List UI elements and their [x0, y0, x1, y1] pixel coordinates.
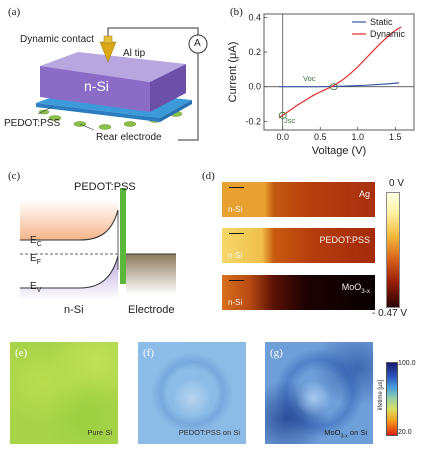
cpd-map-pedot-title: PEDOT:PSS [319, 235, 370, 245]
cpd-map-ag-si: n-Si [228, 205, 243, 214]
lifetime-scale-min: 20.0 [398, 429, 412, 436]
device-schematic [36, 27, 208, 141]
band-diagram [20, 188, 176, 300]
plot-frame [263, 13, 415, 131]
y-tick-label: -0.2 [245, 116, 261, 126]
legend-label-dynamic: Dynamic [370, 29, 406, 39]
ammeter-icon [188, 34, 208, 54]
conduction-band-fill [20, 200, 118, 240]
legend-label-static: Static [370, 17, 393, 27]
lifetime-map-pedot-caption: PEDOT:PSS on Si [178, 427, 240, 437]
circuit-wire [107, 27, 199, 141]
lifetime-map-pure-si-caption: Pure Si [87, 427, 112, 437]
ec-label: EC [30, 235, 42, 248]
cpd-map-pedot-si: n-Si [228, 251, 243, 260]
n-si-label: n-Si [84, 78, 109, 94]
panel-e-label: (e) [15, 347, 28, 359]
iv-chart: 0.0 0.5 1.0 1.5 -0.2 0.0 0.2 0.4 Voltage (V) Curr… [227, 12, 415, 157]
cpd-map-pedot: PEDOT:PSS n-Si [222, 228, 375, 263]
lifetime-scale-title: lifetime [μs] [378, 379, 385, 411]
ammeter-label: A [194, 38, 201, 49]
cpd-map-ag: Ag n-Si [222, 182, 375, 217]
panel-c-label: (c) [8, 170, 21, 182]
panel-b-label: (b) [230, 6, 243, 18]
n-si-band-label: n-Si [64, 304, 84, 316]
lifetime-map-pedot: PEDOT:PSS on Si [138, 342, 246, 444]
x-tick-label: 1.0 [351, 132, 364, 142]
panel-a-label: (a) [8, 6, 21, 18]
x-tick-label: 0.0 [276, 132, 289, 142]
lifetime-scale-max: 100.0 [398, 360, 416, 367]
cpd-colorbar [386, 192, 400, 308]
lifetime-map-pure-si: Pure Si [10, 342, 118, 444]
cpd-scale-top: 0 V [389, 178, 405, 189]
lifetime-map-moo3-caption: MoO3-x on Si [324, 427, 367, 440]
y-tick-label: 0.4 [248, 12, 261, 22]
panel-g-label: (g) [270, 347, 283, 359]
y-axis-label: Current (μA) [227, 42, 239, 103]
panel-f-label: (f) [143, 347, 154, 359]
jsc-marker [278, 111, 287, 119]
series-line-static [279, 82, 400, 88]
x-axis-label: Voltage (V) [312, 145, 366, 157]
cpd-scale-bottom: - 0.47 V [372, 308, 408, 319]
ev-label: EV [30, 281, 42, 294]
n-si-side-face [150, 64, 186, 112]
valence-band-edge [20, 255, 119, 289]
cpd-map-moo3-title: MoO3-x [341, 282, 370, 295]
lifetime-map-moo3: MoO3-x on Si [265, 342, 373, 444]
y-tick-label: 0.0 [248, 82, 261, 92]
n-si-front-face [40, 66, 150, 112]
valence-band-fill [20, 256, 118, 300]
rear-electrode-label: Rear electrode [96, 132, 162, 143]
jsc-annotation: Jsc [284, 116, 296, 125]
conduction-band-edge [20, 209, 119, 241]
pedot-band-label: PEDOT:PSS [74, 181, 136, 193]
panel-d-label: (d) [202, 170, 215, 182]
cpd-map-moo3-si: n-Si [228, 298, 243, 307]
x-tick-label: 1.5 [389, 132, 402, 142]
voc-marker [329, 83, 338, 91]
voc-annotation: Voc [303, 74, 316, 83]
x-tick-label: 0.5 [314, 132, 327, 142]
pedot-label: PEDOT:PSS [4, 118, 61, 129]
y-tick-label: 0.2 [248, 47, 261, 57]
pedot-layer-bar [120, 188, 126, 284]
cpd-map-ag-title: Ag [358, 189, 370, 199]
cpd-map-moo3: MoO3-x n-Si [222, 275, 375, 310]
al-tip-label: Al tip [123, 48, 146, 59]
series-line-dynamic [278, 26, 402, 119]
n-si-top-face [40, 52, 186, 82]
lifetime-colorbar [386, 362, 398, 436]
electrode-block [126, 254, 176, 294]
dynamic-contact-label: Dynamic contact [20, 34, 94, 45]
electrode-band-label: Electrode [128, 304, 175, 316]
ef-label: EF [30, 253, 41, 266]
